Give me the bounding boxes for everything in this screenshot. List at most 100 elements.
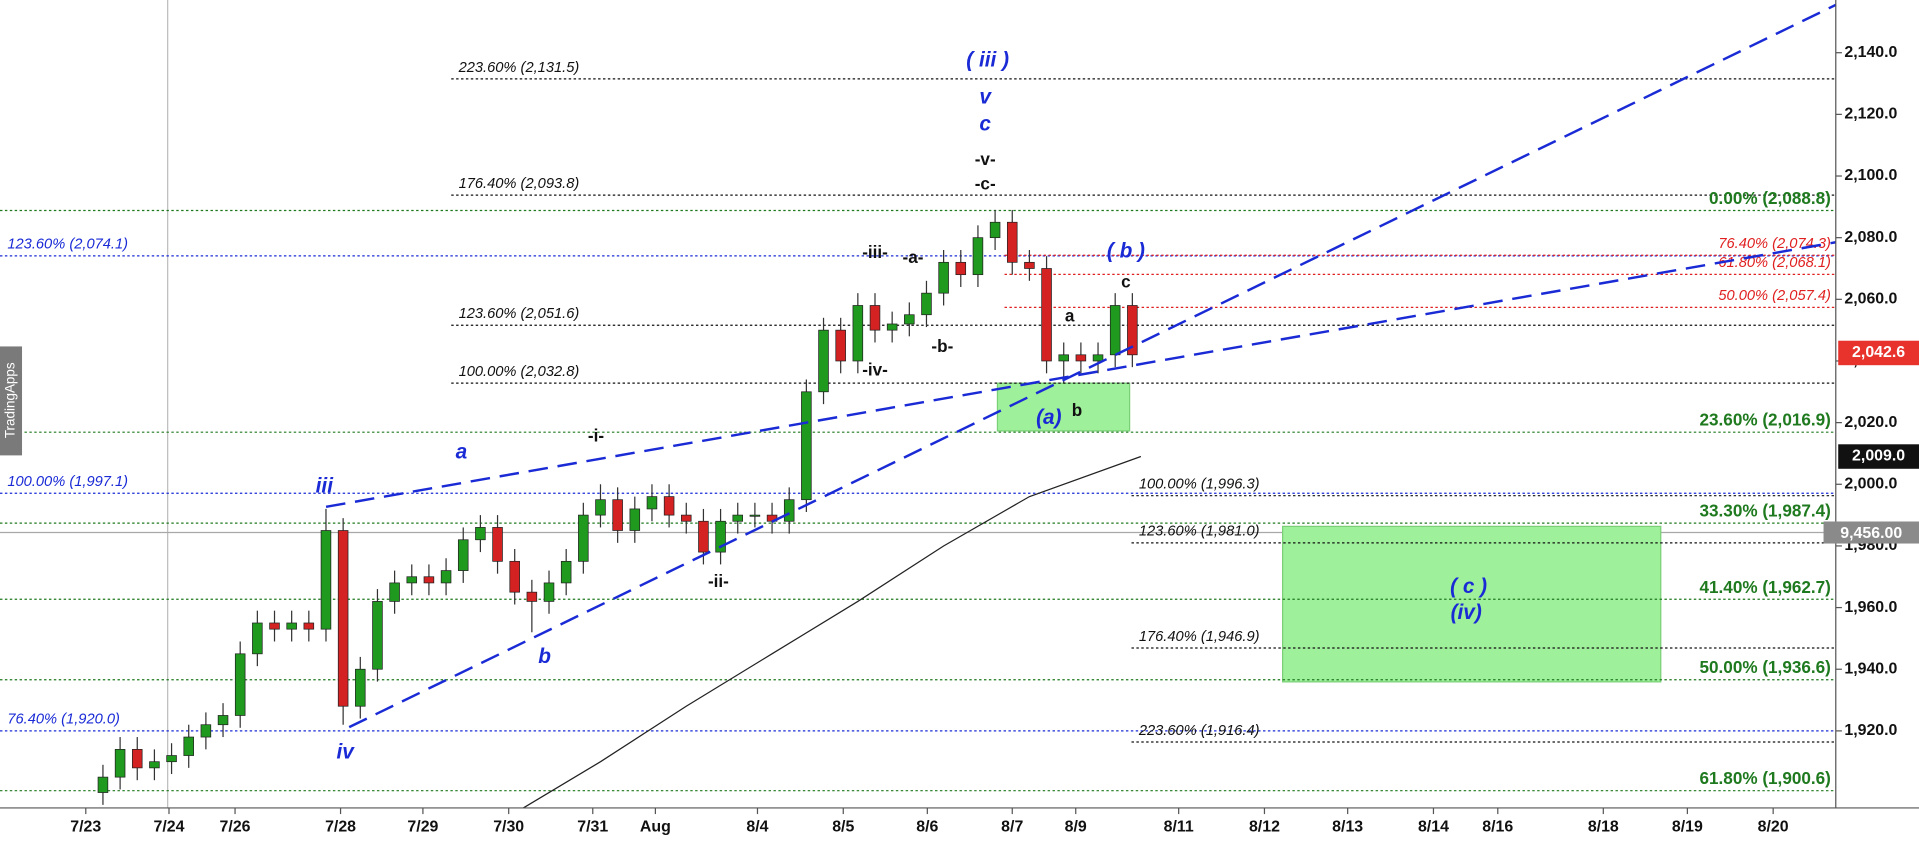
target-zone xyxy=(996,382,1131,432)
x-tick-label: 7/30 xyxy=(493,819,524,836)
x-tick-label: 8/20 xyxy=(1758,819,1789,836)
price-tag-box xyxy=(1838,340,1919,366)
candle-body xyxy=(989,221,1001,239)
fib-label: 176.40% (1,946.9) xyxy=(1139,629,1260,645)
fib-label: 123.60% (2,051.6) xyxy=(459,306,580,322)
candle-body xyxy=(217,715,229,726)
candle-body xyxy=(1109,305,1121,356)
fib-label: 50.00% (2,057.4) xyxy=(1718,288,1831,304)
fib-label: 100.00% (2,032.8) xyxy=(459,364,580,380)
candle-body xyxy=(406,576,418,584)
y-tick-label: 1,940.0 xyxy=(1844,660,1897,677)
candle-body xyxy=(818,329,829,393)
candle-body xyxy=(938,261,949,294)
candle-body xyxy=(783,499,795,522)
watermark: TradingApps xyxy=(3,362,18,438)
candle-body xyxy=(509,560,520,593)
candle-body xyxy=(886,323,898,331)
fib-label: 76.40% (2,074.3) xyxy=(1718,236,1831,252)
wave-label: a xyxy=(1065,306,1075,326)
candles xyxy=(97,209,1138,805)
y-tick-label: 2,120.0 xyxy=(1844,106,1897,123)
x-tick-label: 8/14 xyxy=(1418,819,1449,836)
candle-body xyxy=(131,749,143,769)
fib-label: 123.60% (2,074.1) xyxy=(7,237,128,253)
x-tick-label: 8/7 xyxy=(1001,819,1023,836)
x-tick-label: 7/29 xyxy=(407,819,438,836)
candle-body xyxy=(440,570,452,584)
candle-body xyxy=(612,499,623,531)
candle-body xyxy=(904,314,915,325)
fib-label: 100.00% (1,996.3) xyxy=(1139,477,1260,493)
candle-body xyxy=(663,496,675,516)
candle-body xyxy=(372,601,383,670)
other-tag-box xyxy=(1823,521,1919,544)
candle-body xyxy=(681,514,692,522)
candle-body xyxy=(337,530,349,707)
wave-label: ( b ) xyxy=(1107,240,1145,263)
fib-label: 50.00% (1,936.6) xyxy=(1700,657,1831,677)
candle-body xyxy=(869,305,881,331)
fib-label: 76.40% (1,920.0) xyxy=(7,712,120,728)
candle-body xyxy=(749,514,761,517)
candle-body xyxy=(595,499,606,516)
y-tick-label: 2,100.0 xyxy=(1844,167,1897,184)
watermark-tab xyxy=(0,346,23,456)
candle-body xyxy=(578,514,589,562)
fib-label: 61.80% (2,068.1) xyxy=(1718,255,1831,271)
x-tick-label: Aug xyxy=(640,819,671,836)
candle-body xyxy=(560,560,572,584)
axes: 1,920.01,940.01,960.01,980.02,000.02,020… xyxy=(70,44,1919,836)
wave-label: iv xyxy=(336,740,355,763)
fib-label: 176.40% (2,093.8) xyxy=(459,176,580,192)
trend-line xyxy=(325,241,1836,509)
candle-body xyxy=(1092,354,1104,362)
wave-label: -c- xyxy=(975,173,996,193)
fib-label: 61.80% (1,900.6) xyxy=(1700,768,1831,788)
candle-body xyxy=(149,761,160,769)
x-tick-label: 7/31 xyxy=(577,819,608,836)
candle-body xyxy=(183,736,194,756)
fib-label: 223.60% (1,916.4) xyxy=(1138,723,1260,739)
target-zone xyxy=(1281,525,1662,683)
price-tag-box xyxy=(1838,444,1919,469)
x-tick-label: 8/12 xyxy=(1249,819,1280,836)
candle-body xyxy=(715,520,726,553)
wave-label: a xyxy=(456,440,468,463)
candle-body xyxy=(972,237,984,276)
y-tick-label: 2,080.0 xyxy=(1844,229,1897,246)
x-tick-label: 8/11 xyxy=(1164,819,1194,836)
levels: 223.60% (2,131.5) 176.40% (2,093.8) 123.60… xyxy=(0,60,1836,792)
fib-label: 100.00% (1,997.1) xyxy=(7,474,128,490)
x-tick-label: 8/4 xyxy=(746,819,768,836)
x-tick-label: 8/16 xyxy=(1482,819,1513,836)
candle-body xyxy=(646,496,658,510)
wave-label: b xyxy=(538,645,551,668)
candle-body xyxy=(303,622,315,630)
fib-label: 23.60% (2,016.9) xyxy=(1700,410,1831,430)
wave-label: (iv) xyxy=(1451,601,1482,624)
fib-label: 223.60% (2,131.5) xyxy=(458,60,580,76)
price-tag: 2,042.6 xyxy=(1852,344,1905,361)
candle-body xyxy=(1024,261,1035,269)
candle-body xyxy=(1058,354,1069,362)
moving-average-layer xyxy=(523,455,1142,809)
wave-label: c xyxy=(1121,271,1131,291)
y-tick-label: 2,020.0 xyxy=(1844,414,1897,431)
wave-label: ( iii ) xyxy=(966,49,1009,72)
candle-body xyxy=(97,776,109,793)
candle-body xyxy=(114,749,126,778)
candle-body xyxy=(852,305,864,362)
x-tick-label: 8/5 xyxy=(832,819,854,836)
wave-label: c xyxy=(979,112,991,135)
fib-label: 0.00% (2,088.8) xyxy=(1709,188,1831,208)
candle-body xyxy=(492,527,503,562)
x-tick-label: 8/13 xyxy=(1332,819,1363,836)
candle-body xyxy=(166,755,177,763)
x-tick-label: 8/9 xyxy=(1065,819,1087,836)
y-tick-label: 2,140.0 xyxy=(1844,44,1897,61)
candle-body xyxy=(355,668,366,707)
price-tag: 2,009.0 xyxy=(1852,448,1905,465)
